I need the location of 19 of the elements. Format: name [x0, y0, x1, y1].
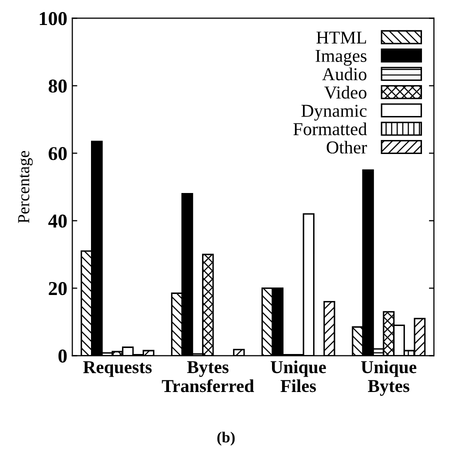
- y-tick-label: 40: [48, 214, 67, 228]
- y-tick-label: 80: [48, 80, 67, 93]
- y-axis-title: Percentage: [18, 150, 33, 224]
- x-tick-label: Bytes Transferred: [162, 361, 254, 392]
- y-tick-label: 0: [58, 349, 67, 363]
- x-tick-label: Unique Files: [270, 360, 326, 392]
- y-tick-label: 60: [48, 147, 67, 160]
- legend-label: HTML: [316, 32, 366, 44]
- legend-label: Video: [324, 86, 366, 99]
- y-tick-label: 20: [48, 282, 67, 296]
- legend-label: Audio: [322, 68, 366, 80]
- legend-label: Other: [326, 140, 367, 154]
- legend-label: Images: [316, 50, 366, 66]
- legend-label: Formatted: [293, 122, 367, 136]
- legend-label: Dynamic: [301, 104, 367, 121]
- x-tick-label: Requests: [83, 361, 152, 377]
- text: (b): [217, 432, 235, 446]
- x-tick-label: Unique Bytes: [361, 360, 416, 396]
- y-tick-label: 100: [40, 12, 67, 26]
